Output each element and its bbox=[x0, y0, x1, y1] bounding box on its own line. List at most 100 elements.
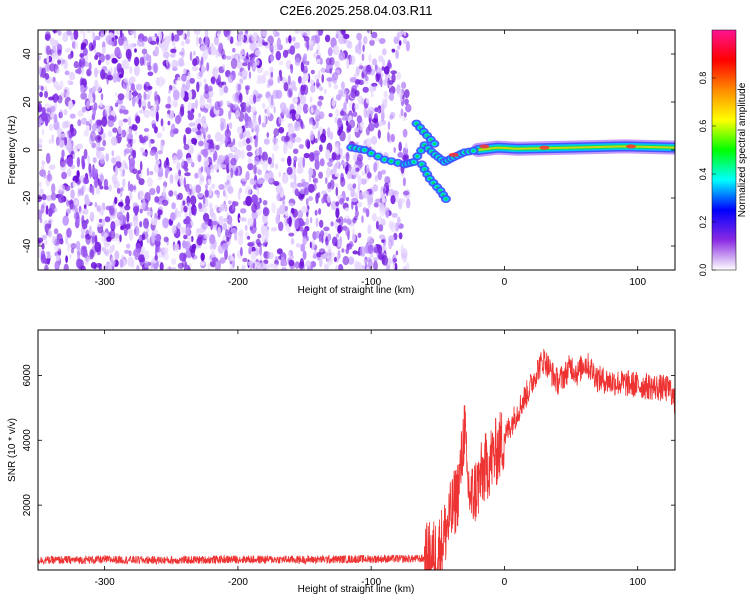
noise-blob bbox=[177, 222, 181, 230]
noise-blob bbox=[320, 67, 327, 73]
noise-blob bbox=[256, 148, 260, 157]
noise-blob bbox=[110, 136, 118, 146]
noise-blob bbox=[403, 112, 407, 118]
noise-blob bbox=[64, 70, 70, 76]
noise-blob bbox=[184, 172, 191, 177]
noise-blob bbox=[44, 240, 48, 245]
noise-blob bbox=[125, 195, 131, 207]
noise-blob bbox=[402, 95, 405, 100]
noise-blob bbox=[141, 233, 146, 241]
noise-blob bbox=[361, 215, 364, 223]
noise-blob bbox=[237, 140, 244, 148]
noise-blob bbox=[357, 95, 363, 105]
noise-blob bbox=[132, 97, 136, 107]
noise-blob bbox=[361, 53, 365, 62]
noise-blob bbox=[143, 218, 149, 229]
signal-branch-down-blob bbox=[425, 172, 429, 176]
noise-blob bbox=[204, 160, 210, 166]
noise-blob bbox=[204, 36, 209, 47]
noise-blob bbox=[306, 198, 309, 207]
noise-blob bbox=[95, 263, 102, 268]
noise-blob bbox=[133, 65, 140, 77]
noise-blob bbox=[54, 93, 58, 99]
noise-blob bbox=[344, 207, 349, 212]
noise-blob bbox=[308, 45, 314, 51]
noise-blob bbox=[171, 258, 177, 265]
noise-blob bbox=[129, 190, 133, 201]
noise-blob bbox=[59, 133, 67, 138]
noise-blob bbox=[367, 122, 375, 132]
noise-blob bbox=[266, 132, 270, 138]
noise-blob bbox=[299, 258, 304, 268]
noise-blob bbox=[297, 209, 304, 219]
noise-blob bbox=[72, 144, 79, 153]
noise-blob bbox=[244, 185, 252, 196]
noise-blob bbox=[359, 246, 366, 257]
noise-blob bbox=[391, 48, 396, 53]
noise-blob bbox=[374, 175, 378, 182]
noise-blob bbox=[223, 235, 227, 241]
noise-blob bbox=[40, 85, 44, 92]
noise-blob bbox=[79, 53, 85, 58]
noise-blob bbox=[170, 212, 176, 221]
noise-blob bbox=[101, 235, 106, 243]
noise-blob bbox=[51, 183, 56, 194]
noise-blob bbox=[318, 171, 323, 179]
top-x-ticks: -300 -200 -100 0 100 bbox=[95, 30, 646, 288]
noise-blob bbox=[133, 206, 138, 214]
noise-blob bbox=[351, 200, 354, 210]
noise-blob bbox=[276, 207, 280, 218]
noise-blob bbox=[134, 48, 137, 53]
noise-blob bbox=[254, 137, 258, 148]
noise-blob bbox=[171, 32, 174, 42]
noise-blob bbox=[278, 221, 284, 232]
noise-blob bbox=[316, 78, 320, 89]
noise-blob bbox=[404, 89, 410, 99]
noise-blob bbox=[148, 54, 152, 66]
noise-blob bbox=[321, 190, 327, 195]
noise-blob bbox=[195, 184, 202, 194]
noise-blob bbox=[187, 139, 192, 146]
noise-blob bbox=[290, 207, 295, 214]
noise-blob bbox=[396, 71, 402, 80]
noise-blob bbox=[287, 88, 293, 99]
noise-blob bbox=[101, 202, 105, 209]
colorbar-gradient bbox=[711, 29, 737, 271]
noise-blob bbox=[162, 247, 169, 255]
noise-blob bbox=[341, 248, 345, 253]
noise-blob bbox=[395, 250, 399, 256]
snr-panel: -300 -200 -100 0 100 2000 4000 6000 Height of … bbox=[7, 329, 676, 595]
noise-blob bbox=[106, 236, 112, 242]
noise-blob bbox=[54, 260, 60, 270]
noise-blob bbox=[239, 93, 243, 103]
noise-blob bbox=[345, 197, 350, 202]
noise-blob bbox=[187, 71, 192, 81]
noise-blob bbox=[174, 172, 179, 183]
noise-blob bbox=[329, 131, 334, 140]
noise-blob bbox=[139, 160, 143, 171]
noise-blob bbox=[292, 36, 296, 42]
noise-blob bbox=[211, 221, 218, 226]
noise-blob bbox=[92, 157, 97, 164]
noise-blob bbox=[169, 174, 174, 184]
noise-blob bbox=[77, 143, 83, 150]
noise-blob bbox=[130, 83, 135, 91]
noise-blob bbox=[148, 140, 152, 149]
noise-blob bbox=[39, 91, 43, 98]
noise-blob bbox=[211, 257, 219, 262]
noise-blob bbox=[381, 169, 386, 175]
noise-blob bbox=[170, 48, 177, 54]
noise-blob bbox=[258, 114, 262, 126]
noise-blob bbox=[313, 177, 319, 184]
noise-blob bbox=[330, 169, 334, 176]
noise-blob bbox=[149, 149, 156, 156]
noise-blob bbox=[101, 46, 106, 54]
noise-blob bbox=[166, 267, 169, 270]
noise-blob bbox=[340, 110, 344, 116]
noise-blob bbox=[294, 137, 302, 143]
noise-blob bbox=[354, 90, 360, 97]
signal-early-blob bbox=[389, 159, 393, 163]
noise-blob bbox=[400, 108, 404, 117]
noise-blob bbox=[103, 178, 109, 188]
noise-blob bbox=[280, 190, 284, 195]
